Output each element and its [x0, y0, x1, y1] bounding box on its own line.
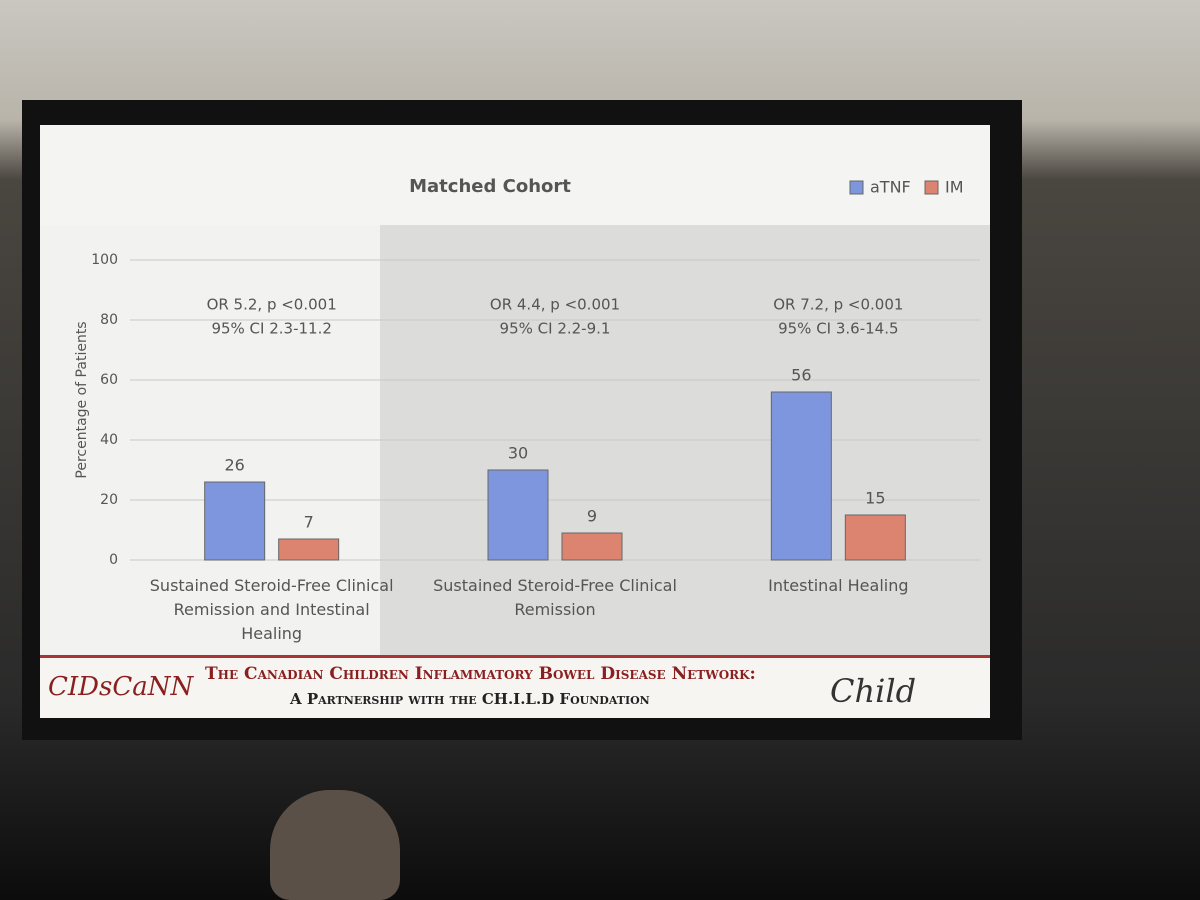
y-tick-label: 40 — [100, 432, 118, 448]
legend-swatch — [849, 180, 864, 195]
data-label: 26 — [224, 456, 244, 475]
bar — [770, 391, 832, 561]
title-band — [40, 125, 990, 225]
audience-head — [270, 790, 400, 900]
data-label: 7 — [304, 513, 314, 532]
annotation: OR 7.2, p <0.001 — [773, 296, 903, 314]
x-tick-label: Intestinal Healing — [768, 576, 909, 595]
data-label: 9 — [587, 507, 597, 526]
legend-swatch — [924, 180, 939, 195]
y-tick-label: 80 — [100, 312, 118, 328]
y-tick-label: 20 — [100, 492, 118, 508]
annotation: 95% CI 2.3-11.2 — [211, 320, 331, 338]
bar — [487, 469, 549, 561]
annotation: OR 4.4, p <0.001 — [490, 296, 620, 314]
bar — [278, 538, 340, 561]
data-label: 30 — [508, 444, 528, 463]
legend-label: aTNF — [870, 178, 911, 197]
slide: Matched Cohort Percentage of Patients 0 2… — [40, 125, 990, 718]
y-tick-label: 60 — [100, 372, 118, 388]
footer-line: The Canadian Children Inflammatory Bowel… — [205, 664, 756, 684]
bar — [844, 514, 906, 561]
chart-title: Matched Cohort — [409, 176, 571, 197]
annotation: OR 5.2, p <0.001 — [207, 296, 337, 314]
annotation: 95% CI 3.6-14.5 — [778, 320, 898, 338]
data-label: 56 — [791, 366, 811, 385]
annotation: 95% CI 2.2-9.1 — [500, 320, 611, 338]
data-label: 15 — [865, 489, 885, 508]
bar — [561, 532, 623, 561]
x-tick-label: Sustained Steroid-Free Clinical Remissio… — [433, 576, 677, 619]
logo-right: Child — [830, 672, 917, 710]
legend-label: IM — [945, 178, 964, 197]
y-tick-label: 0 — [109, 552, 118, 568]
y-tick-label: 100 — [91, 252, 118, 268]
y-axis-label: Percentage of Patients — [74, 321, 90, 478]
footer-banner: CIDsCaNN The Canadian Children Inflammat… — [40, 655, 990, 718]
bar — [204, 481, 266, 561]
x-tick-label: Sustained Steroid-Free Clinical Remissio… — [149, 576, 394, 643]
logo-left: CIDsCaNN — [48, 672, 194, 702]
footer-line: A Partnership with the CH.I.L.D Foundati… — [290, 690, 650, 708]
chart: Matched Cohort Percentage of Patients 0 2… — [40, 125, 990, 655]
